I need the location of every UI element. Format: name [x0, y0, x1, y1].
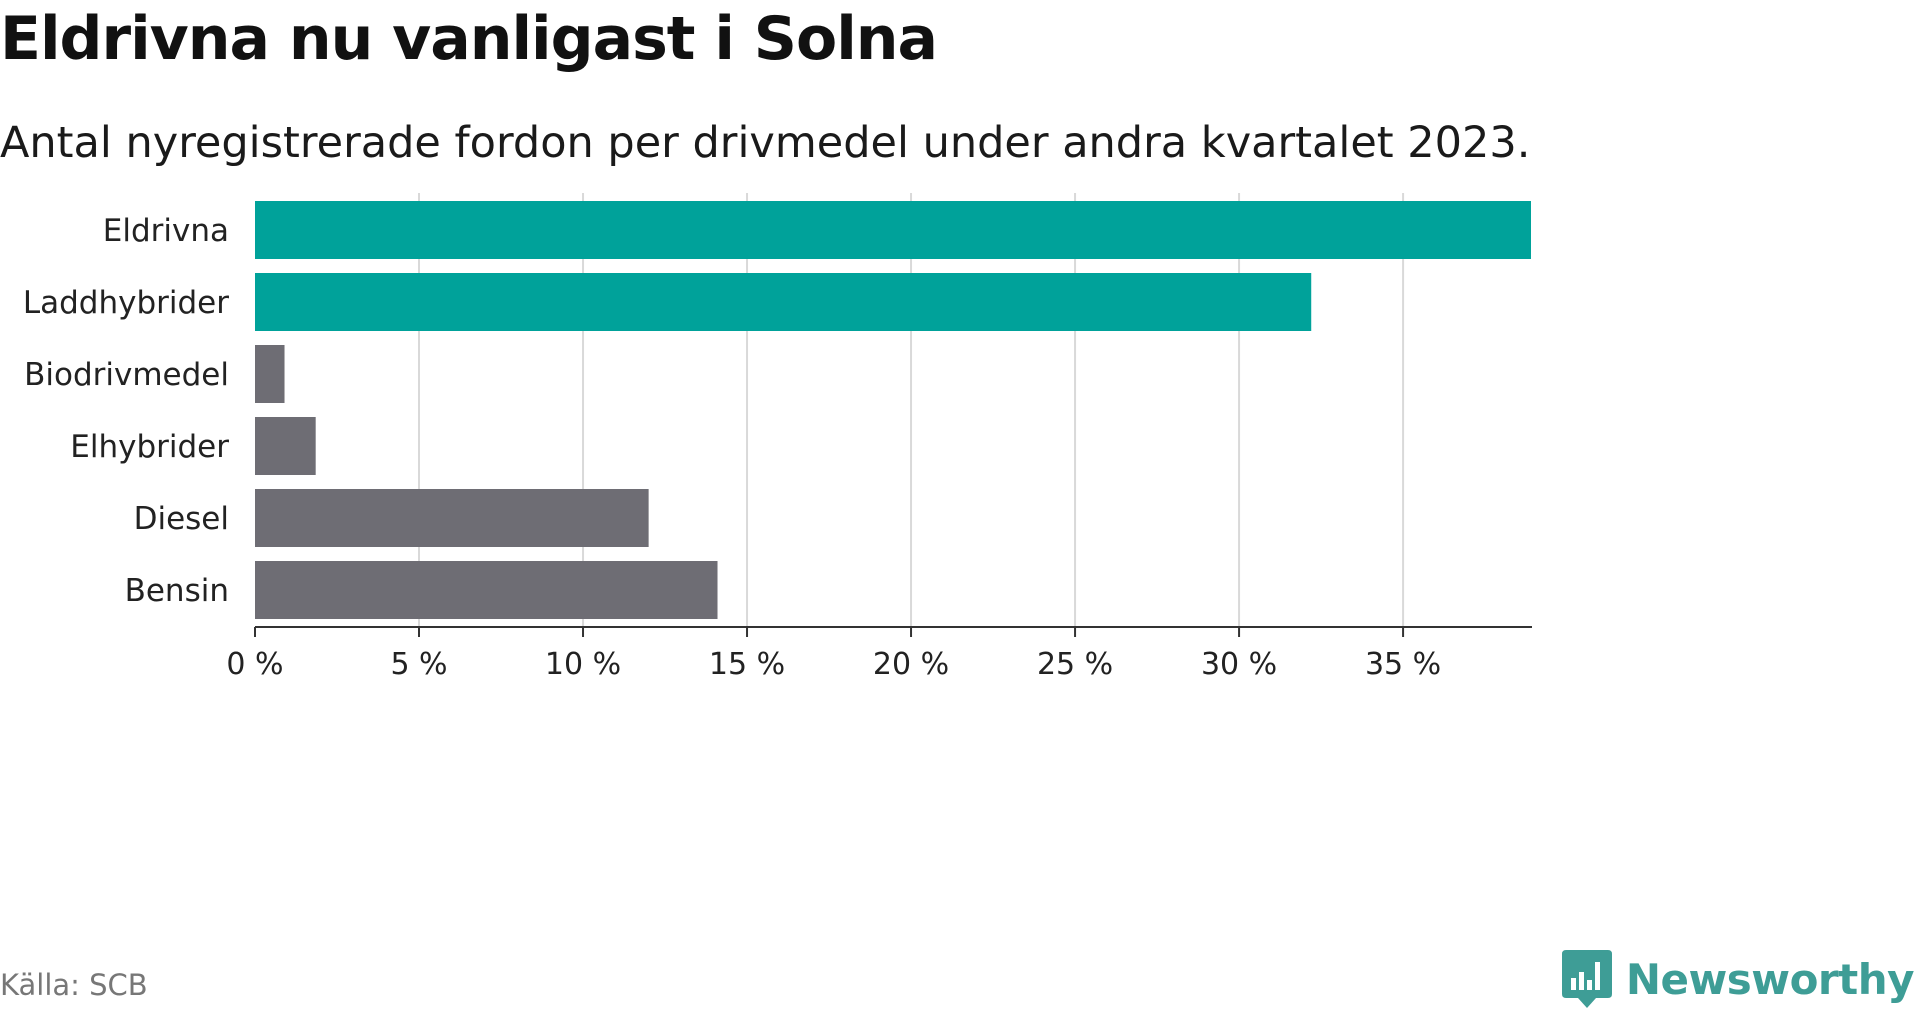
x-tick-label: 5 % [390, 647, 447, 682]
chart-subtitle: Antal nyregistrerade fordon per drivmede… [0, 118, 1531, 168]
category-label: Laddhybrider [23, 285, 229, 321]
category-label: Elhybrider [70, 429, 229, 465]
source-note: Källa: SCB [0, 968, 148, 1002]
chart-title: Eldrivna nu vanligast i Solna [0, 4, 938, 74]
bar-elhybrider [255, 417, 316, 475]
category-label: Bensin [125, 573, 229, 609]
category-labels: Eldrivna Laddhybrider Biodrivmedel Elhybrid… [23, 213, 229, 609]
bars [255, 201, 1531, 619]
x-tick-label: 15 % [709, 647, 785, 682]
x-tick-label: 10 % [545, 647, 621, 682]
x-tick-label: 25 % [1037, 647, 1113, 682]
brand-name: Newsworthy [1625, 954, 1915, 1004]
category-label: Diesel [134, 501, 229, 537]
brand-logo: Newsworthy [1561, 950, 1915, 1008]
bar-diesel [255, 489, 649, 547]
bar-eldrivna [255, 201, 1531, 259]
bar-laddhybrider [255, 273, 1312, 331]
bar-biodrivmedel [255, 345, 285, 403]
x-tick-label: 20 % [873, 647, 949, 682]
bar-chart: 0 % 5 % 10 % 15 % 20 % 25 % 30 % 35 % Eldrivna L… [23, 193, 1532, 682]
x-axis: 0 % 5 % 10 % 15 % 20 % 25 % 30 % 35 % [226, 626, 1532, 682]
x-tick-label: 30 % [1201, 647, 1277, 682]
x-tick-label: 0 % [226, 647, 283, 682]
gridlines [418, 193, 1405, 627]
bar-bensin [255, 561, 718, 619]
category-label: Eldrivna [103, 213, 229, 249]
category-label: Biodrivmedel [24, 357, 229, 393]
newsworthy-logo-icon [1561, 950, 1612, 1008]
x-tick-label: 35 % [1365, 647, 1441, 682]
